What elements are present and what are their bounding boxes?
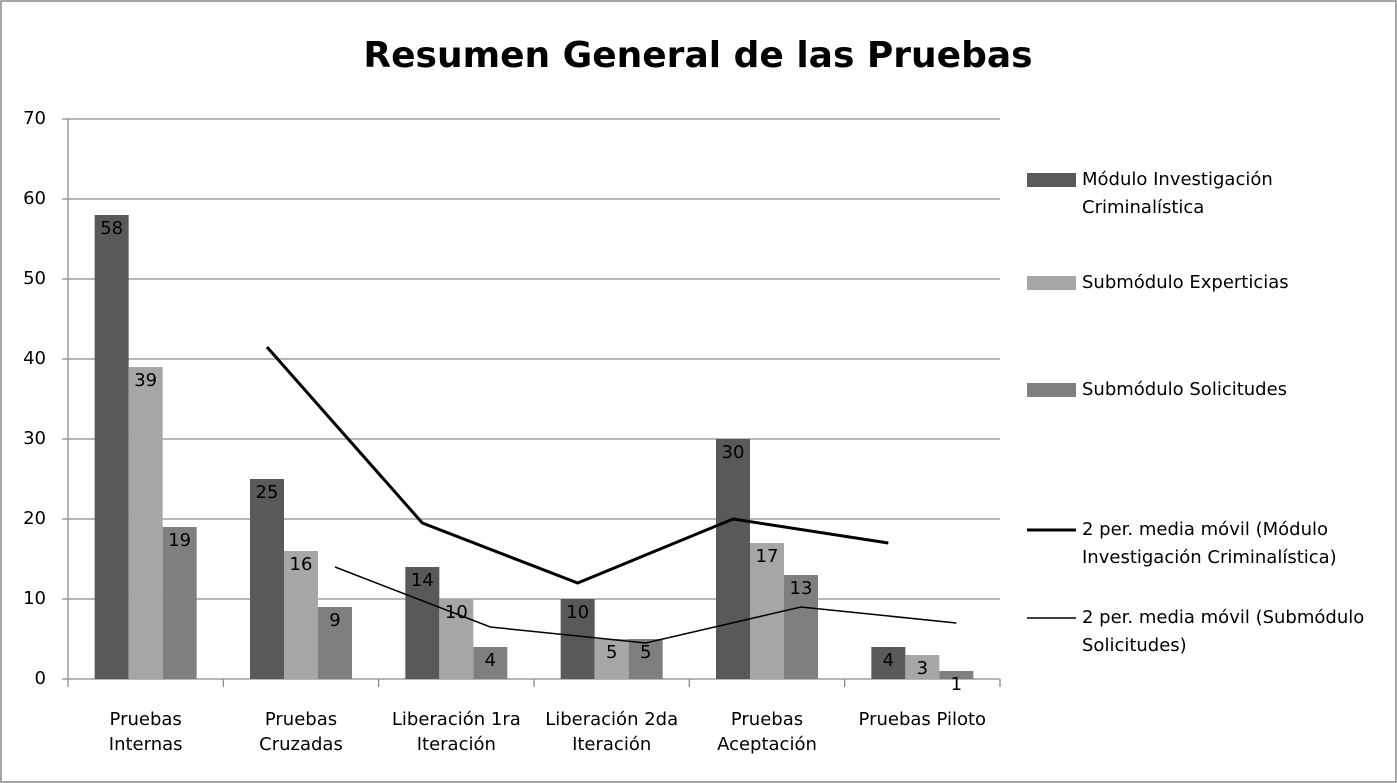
legend-swatch bbox=[1027, 173, 1076, 187]
bar bbox=[716, 439, 750, 679]
x-tick-label: Pruebas Piloto bbox=[858, 709, 987, 730]
x-tick-label: Liberación 2da Iteración bbox=[545, 709, 679, 755]
x-tick-label: Pruebas Aceptación bbox=[717, 709, 817, 755]
data-label: 4 bbox=[485, 650, 496, 671]
y-tick-label: 30 bbox=[23, 428, 46, 449]
legend-label: Submódulo Solicitudes bbox=[1082, 379, 1288, 400]
data-label: 10 bbox=[566, 602, 589, 623]
y-tick-label: 60 bbox=[23, 188, 46, 209]
data-label: 17 bbox=[756, 546, 779, 567]
data-label: 5 bbox=[606, 642, 617, 663]
data-label: 30 bbox=[722, 442, 745, 463]
x-tick-label: Liberación 1ra Iteración bbox=[391, 709, 521, 755]
data-label: 9 bbox=[329, 610, 340, 631]
bar bbox=[284, 551, 318, 679]
bar bbox=[560, 599, 595, 679]
data-label: 3 bbox=[917, 658, 928, 679]
y-tick-label: 20 bbox=[23, 508, 46, 529]
legend-label: 2 per. media móvil (Submódulo Solicitude… bbox=[1082, 607, 1365, 656]
bar bbox=[750, 543, 784, 679]
y-tick-label: 10 bbox=[23, 588, 46, 609]
moving-average-line bbox=[265, 346, 889, 585]
data-label: 14 bbox=[411, 570, 434, 591]
moving-average-line bbox=[334, 566, 957, 644]
data-label: 5 bbox=[640, 642, 651, 663]
legend-swatch bbox=[1027, 276, 1076, 290]
bar bbox=[162, 527, 197, 679]
data-label: 1 bbox=[951, 674, 962, 695]
bar bbox=[939, 671, 974, 679]
chart-title: Resumen General de las Pruebas bbox=[363, 35, 1032, 76]
bar bbox=[128, 367, 163, 679]
bar bbox=[905, 655, 940, 679]
bar bbox=[250, 479, 284, 679]
bar bbox=[784, 575, 818, 679]
bar bbox=[473, 647, 508, 679]
bar bbox=[318, 607, 352, 679]
bar bbox=[405, 567, 440, 679]
data-label: 13 bbox=[790, 578, 813, 599]
legend-label: Módulo Investigación Criminalística bbox=[1082, 169, 1273, 218]
x-tick-label: Pruebas Internas bbox=[108, 709, 183, 755]
bar bbox=[594, 639, 629, 679]
bar bbox=[871, 647, 906, 679]
bar bbox=[628, 639, 663, 679]
data-label: 25 bbox=[256, 482, 279, 503]
legend-swatch bbox=[1027, 383, 1076, 397]
data-label: 10 bbox=[445, 602, 468, 623]
legend-label: 2 per. media móvil (Módulo Investigación… bbox=[1082, 519, 1337, 568]
x-tick-label: Pruebas Cruzadas bbox=[259, 709, 343, 755]
data-label: 58 bbox=[100, 218, 123, 239]
bar bbox=[439, 599, 474, 679]
data-label: 19 bbox=[168, 530, 191, 551]
legend-label: Submódulo Experticias bbox=[1082, 272, 1289, 293]
bar bbox=[94, 215, 129, 679]
y-tick-label: 70 bbox=[23, 108, 46, 129]
y-tick-label: 0 bbox=[35, 668, 46, 689]
data-label: 16 bbox=[290, 554, 313, 575]
data-label: 4 bbox=[883, 650, 894, 671]
y-tick-label: 40 bbox=[23, 348, 46, 369]
data-label: 39 bbox=[134, 370, 157, 391]
y-tick-label: 50 bbox=[23, 268, 46, 289]
